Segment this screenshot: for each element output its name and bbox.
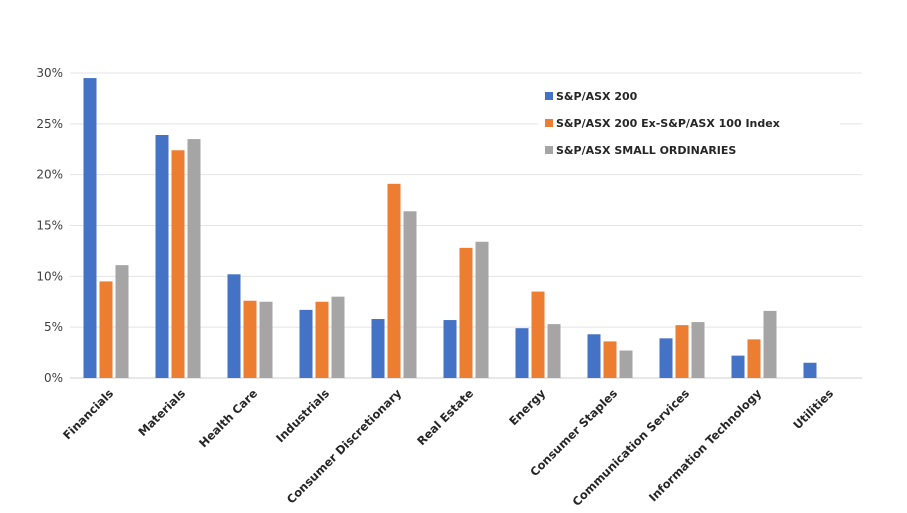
x-tick-label: Energy [506, 386, 548, 428]
x-tick-label: Consumer Discretionary [284, 386, 405, 507]
bar [475, 241, 489, 378]
bar [83, 78, 97, 378]
bar [227, 274, 241, 378]
legend-swatch [545, 119, 553, 127]
y-axis-ticks: 0% 5% 10% 15% 20% 25% 30% [36, 66, 63, 385]
x-tick-label: Health Care [196, 386, 260, 450]
bar [459, 247, 473, 378]
x-tick-label: Real Estate [414, 386, 476, 448]
y-tick-label: 30% [36, 66, 63, 80]
bar [547, 324, 561, 378]
bars [83, 78, 817, 378]
y-tick-label: 5% [44, 320, 63, 334]
y-tick-label: 20% [36, 168, 63, 182]
x-axis-labels: Financials Materials Health Care Industrial… [60, 386, 836, 509]
bar [187, 139, 201, 378]
x-tick-label: Communication Services [570, 386, 693, 509]
y-tick-label: 25% [36, 117, 63, 131]
bar [619, 350, 633, 378]
bar [155, 135, 169, 378]
legend-swatch [545, 146, 553, 154]
bar [691, 322, 705, 378]
bar [259, 301, 273, 378]
legend-swatch [545, 92, 553, 100]
bar [115, 265, 129, 378]
bar [99, 281, 113, 378]
bar [531, 291, 545, 378]
bar [587, 334, 601, 378]
bar [315, 301, 329, 378]
bar [763, 310, 777, 378]
bar [387, 183, 401, 378]
bar [731, 355, 745, 378]
bar [331, 296, 345, 378]
legend-label: S&P/ASX 200 [556, 90, 638, 103]
bar [371, 319, 385, 378]
bar [171, 150, 185, 378]
x-tick-label: Financials [60, 386, 116, 442]
legend: S&P/ASX 200 S&P/ASX 200 Ex-S&P/ASX 100 In… [538, 83, 840, 165]
legend-background [538, 83, 840, 165]
bar [747, 339, 761, 378]
x-tick-label: Utilities [790, 386, 836, 432]
y-tick-label: 10% [36, 269, 63, 283]
bar [675, 325, 689, 378]
x-tick-label: Industrials [273, 386, 332, 445]
bar [299, 309, 313, 378]
bar [403, 211, 417, 378]
y-tick-label: 0% [44, 371, 63, 385]
bar [515, 328, 529, 378]
bar [243, 300, 257, 378]
legend-label: S&P/ASX SMALL ORDINARIES [556, 144, 736, 157]
bar [603, 341, 617, 378]
legend-label: S&P/ASX 200 Ex-S&P/ASX 100 Index [556, 117, 780, 130]
y-tick-label: 15% [36, 219, 63, 233]
x-tick-label: Materials [135, 386, 188, 439]
bar [803, 362, 817, 378]
bar [443, 320, 457, 378]
bar [659, 338, 673, 378]
